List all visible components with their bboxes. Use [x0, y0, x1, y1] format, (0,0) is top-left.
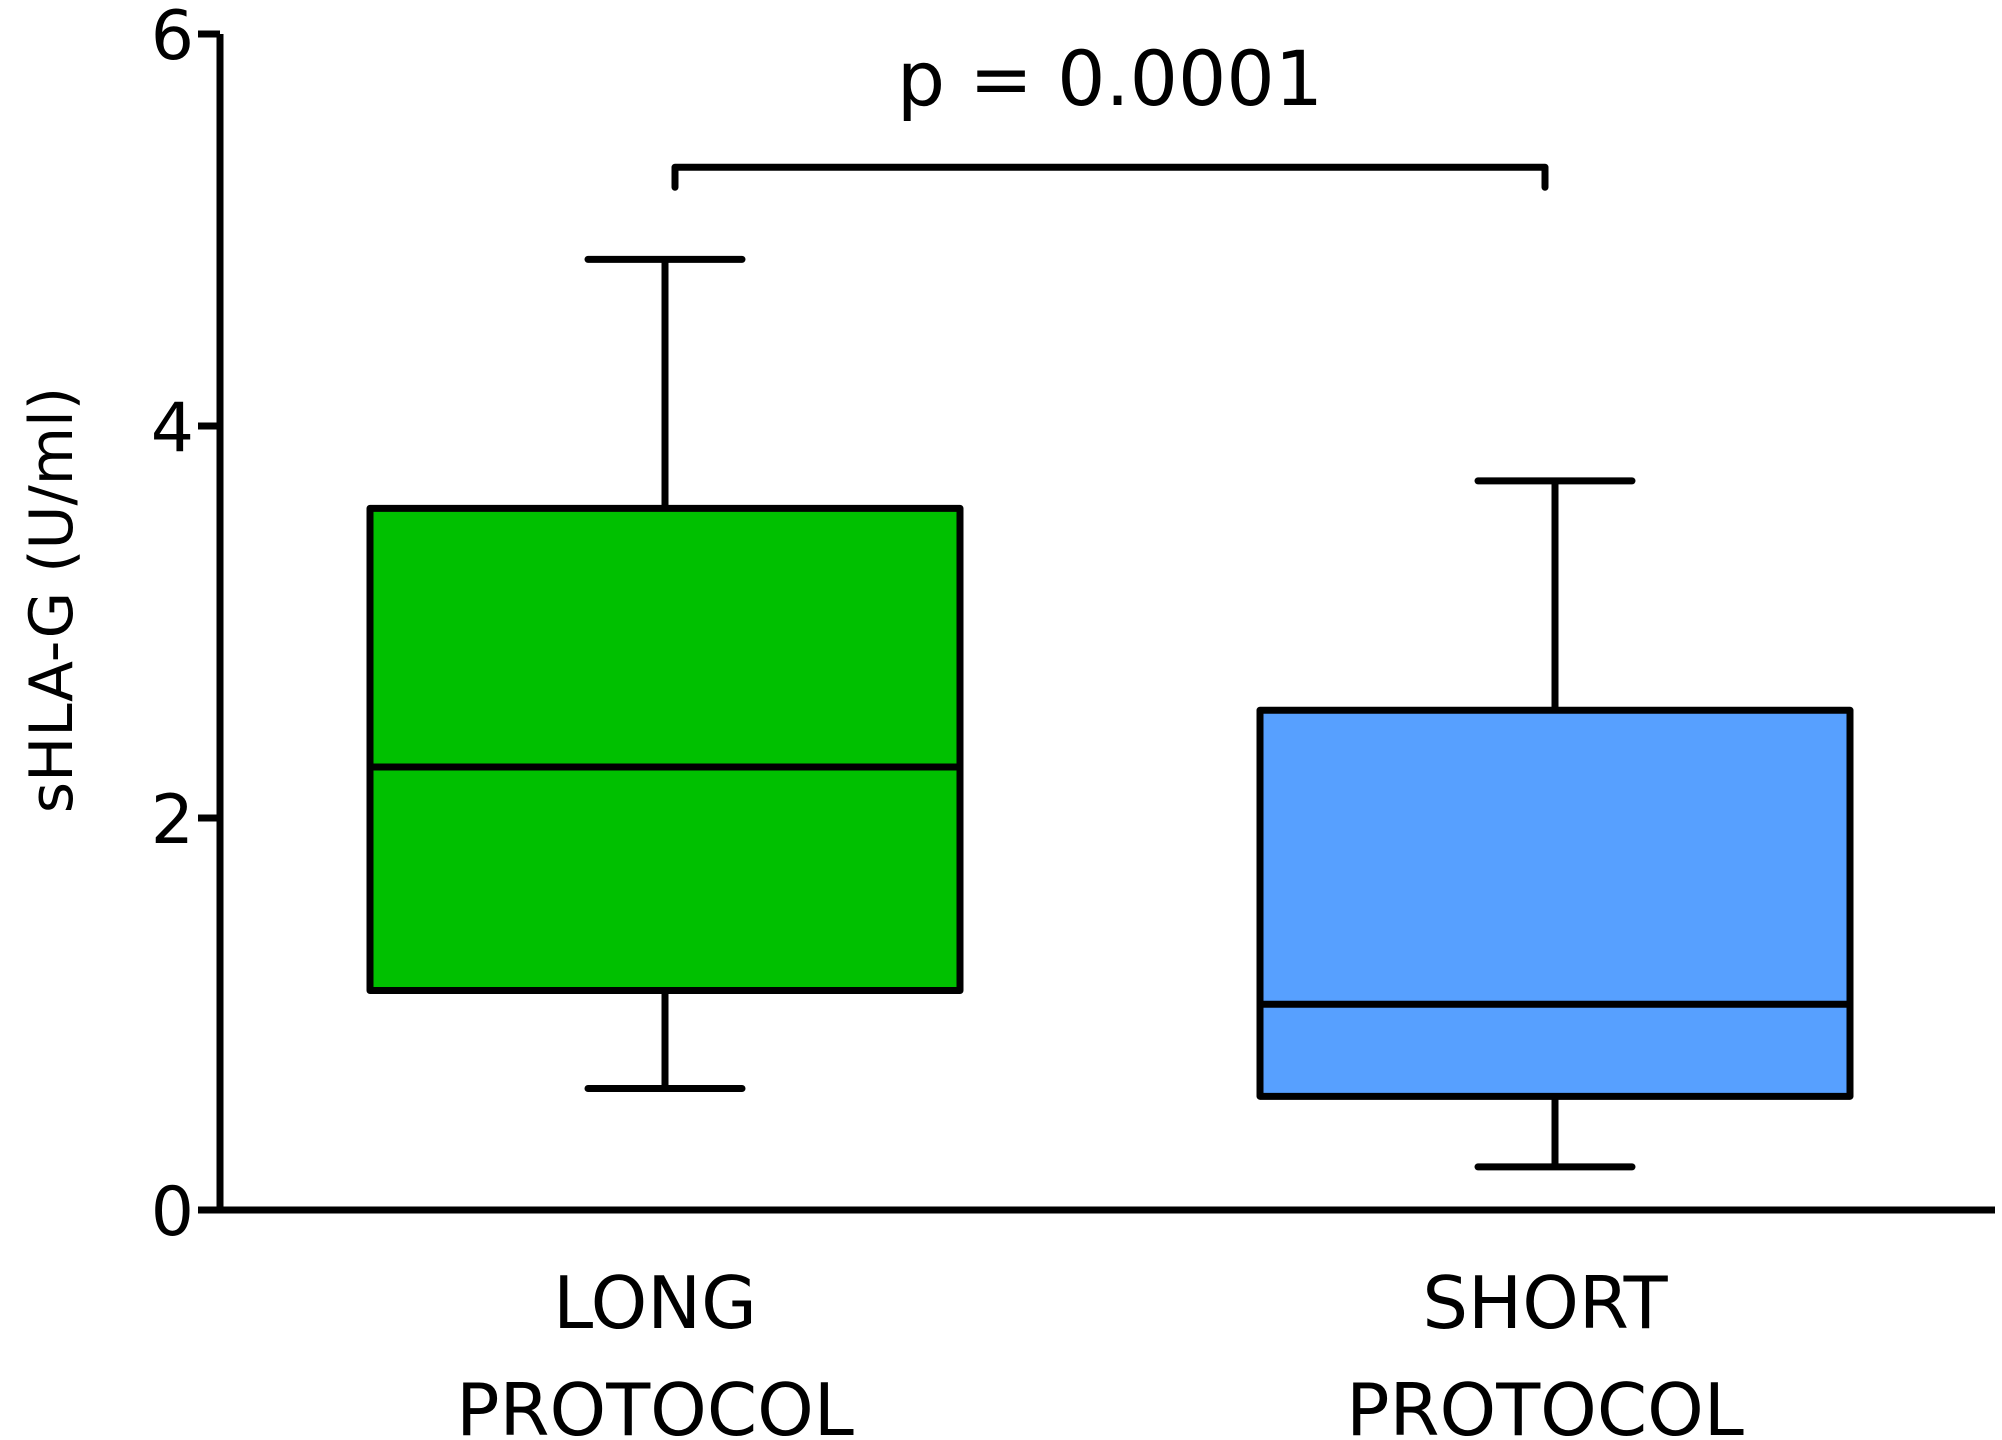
x-category-label-0-line-0: LONG	[553, 1261, 757, 1345]
y-axis-label: sHLA-G (U/ml)	[17, 387, 87, 813]
significance-bracket	[671, 163, 1549, 191]
x-category-label-1-line-0: SHORT	[1422, 1261, 1668, 1345]
significance-annotation: p = 0.0001	[671, 34, 1549, 191]
y-tick-label-0: 0	[151, 1173, 194, 1252]
x-category-label-0-line-1: PROTOCOL	[456, 1368, 854, 1440]
x-category-label-1-line-1: PROTOCOL	[1346, 1368, 1744, 1440]
y-tick-label-3: 6	[151, 0, 194, 76]
box-group-1: SHORT PROTOCOL	[1256, 477, 1854, 1440]
box-group-0: LONG PROTOCOL	[366, 255, 964, 1440]
y-tick-label-2: 4	[151, 389, 194, 468]
iqr-box-0	[366, 504, 964, 994]
iqr-box-1	[1256, 706, 1854, 1100]
axes: 0 2 4 6	[151, 0, 1995, 1252]
y-tick-label-1: 2	[151, 781, 194, 860]
boxes: LONG PROTOCOL SHORT PROTOCOL	[366, 255, 1854, 1440]
p-value-label: p = 0.0001	[897, 34, 1323, 123]
